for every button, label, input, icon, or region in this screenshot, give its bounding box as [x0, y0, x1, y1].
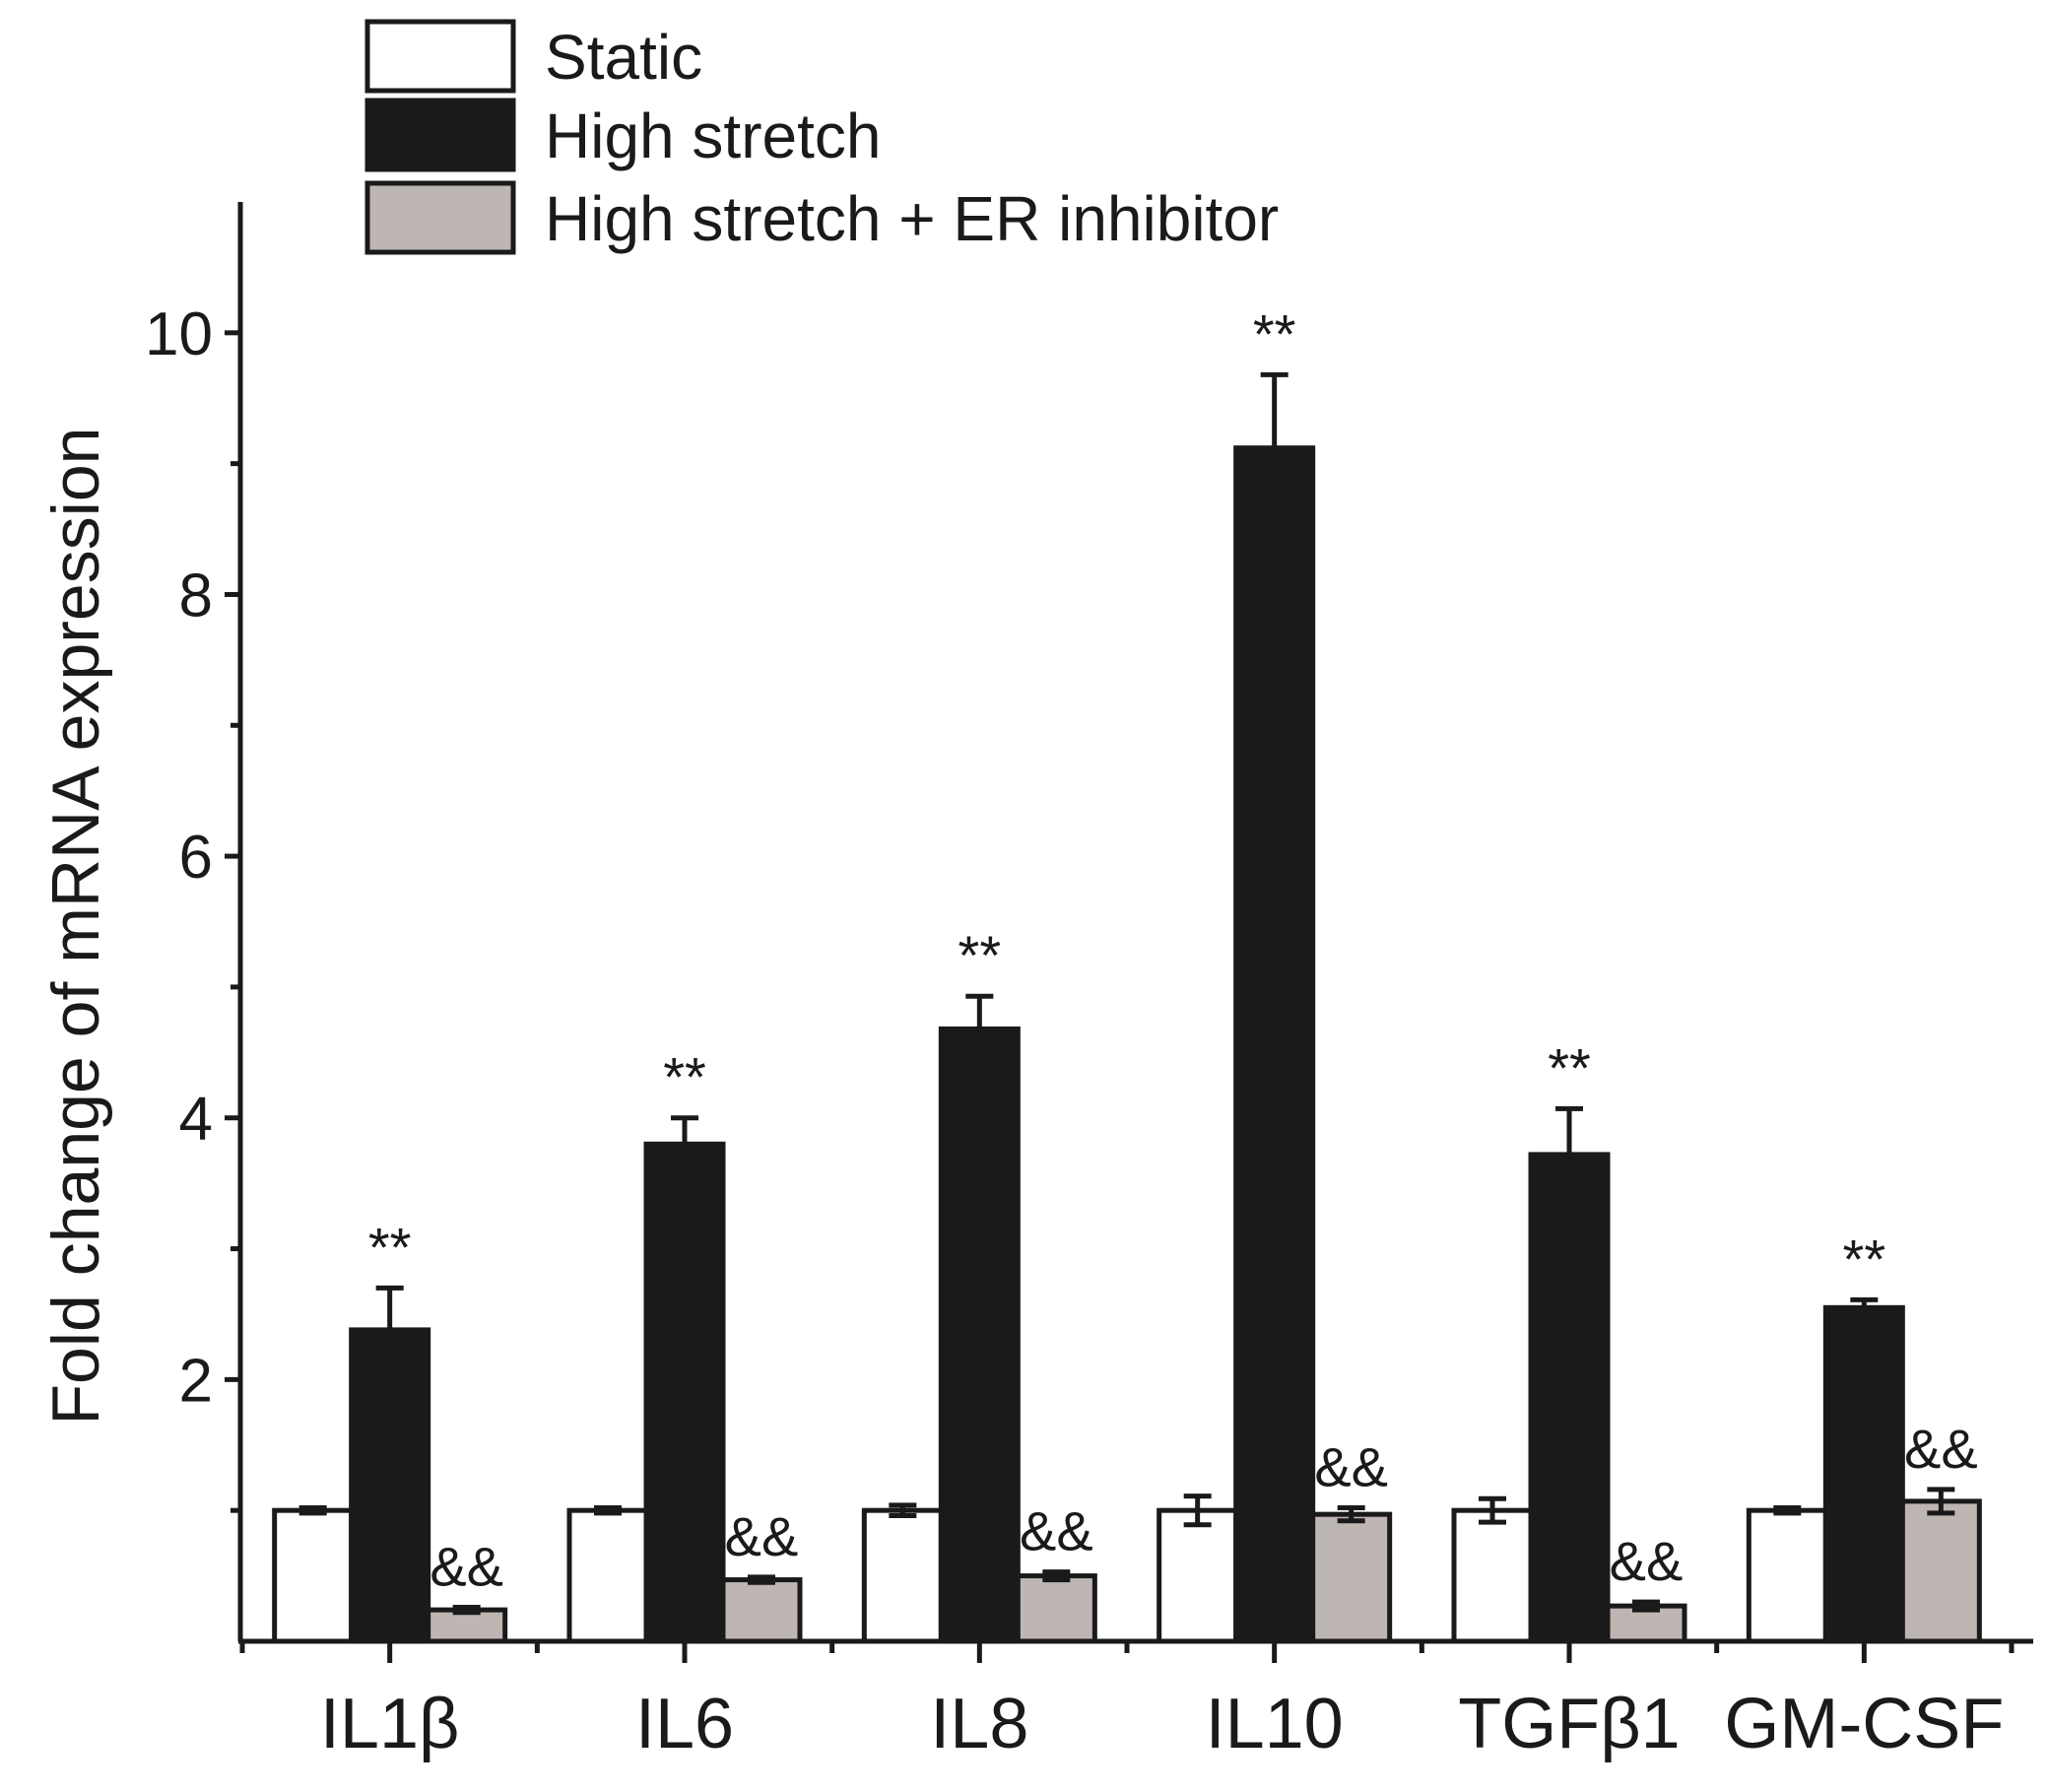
bar-high-stretch-il8 [938, 1026, 1021, 1644]
significance-label-gm-csf: ** [1843, 1228, 1886, 1290]
significance-label-il1beta: ** [368, 1216, 412, 1278]
x-tick-label-tgfbeta1: TGFβ1 [1458, 1685, 1680, 1763]
x-tick-label-il8: IL8 [930, 1685, 1028, 1763]
legend-label-static: Static [545, 22, 702, 93]
significance-label-il10: && [1314, 1436, 1388, 1498]
significance-label-il6: ** [663, 1046, 706, 1108]
significance-label-il10: ** [1253, 302, 1296, 365]
legend-swatch-high-stretch [364, 98, 516, 172]
significance-label-tgfbeta1: ** [1548, 1036, 1591, 1098]
bar-high-stretch-er-inhibitor-il10 [1310, 1511, 1393, 1644]
legend-label-high-stretch: High stretch [545, 100, 881, 171]
significance-label-il1beta: && [430, 1535, 503, 1597]
bar-static-il6 [566, 1507, 649, 1644]
x-tick-label-il6: IL6 [635, 1685, 734, 1763]
x-tick-label-il10: IL10 [1206, 1685, 1344, 1763]
y-tick-label: 6 [179, 824, 213, 892]
bar-static-gm-csf [1746, 1507, 1828, 1644]
y-tick-label: 8 [179, 562, 213, 630]
axes: 2 4 6 8 10 IL1β IL6 IL8 IL10 TGFβ1 GM-CSF [145, 202, 2033, 1763]
bar-static-tgfbeta1 [1451, 1507, 1534, 1644]
bars-layer: ** && ** && ** && ** && ** && ** && [272, 302, 1982, 1644]
x-tick-label-il1beta: IL1β [320, 1685, 460, 1763]
significance-label-tgfbeta1: && [1610, 1530, 1684, 1592]
significance-label-il8: && [1020, 1500, 1093, 1562]
y-tick-label: 10 [145, 300, 213, 368]
bar-high-stretch-il1beta [349, 1327, 431, 1644]
bar-high-stretch-il6 [643, 1141, 726, 1644]
bar-high-stretch-gm-csf [1822, 1304, 1905, 1644]
bar-high-stretch-er-inhibitor-il8 [1015, 1573, 1097, 1644]
significance-label-il8: ** [958, 924, 1002, 986]
y-tick-label: 2 [179, 1347, 213, 1415]
y-tick-label: 4 [179, 1086, 213, 1154]
bar-static-il10 [1157, 1507, 1239, 1644]
bar-high-stretch-tgfbeta1 [1528, 1152, 1611, 1644]
bar-static-il1beta [272, 1507, 355, 1644]
bar-high-stretch-er-inhibitor-il1beta [426, 1607, 508, 1644]
bar-high-stretch-er-inhibitor-gm-csf [1899, 1498, 1982, 1644]
x-tick-label-gm-csf: GM-CSF [1724, 1685, 2004, 1763]
legend-swatch-high-stretch-er-inhibitor [364, 180, 516, 255]
y-axis-title: Fold change of mRNA expression [38, 428, 113, 1426]
bar-static-il8 [861, 1507, 944, 1644]
bar-high-stretch-il10 [1233, 445, 1316, 1644]
bar-high-stretch-er-inhibitor-il6 [720, 1577, 803, 1644]
legend-label-high-stretch-er-inhibitor: High stretch + ER inhibitor [545, 183, 1279, 254]
significance-label-gm-csf: && [1904, 1418, 1978, 1480]
legend-swatch-static [364, 19, 516, 94]
significance-label-il6: && [725, 1505, 799, 1567]
